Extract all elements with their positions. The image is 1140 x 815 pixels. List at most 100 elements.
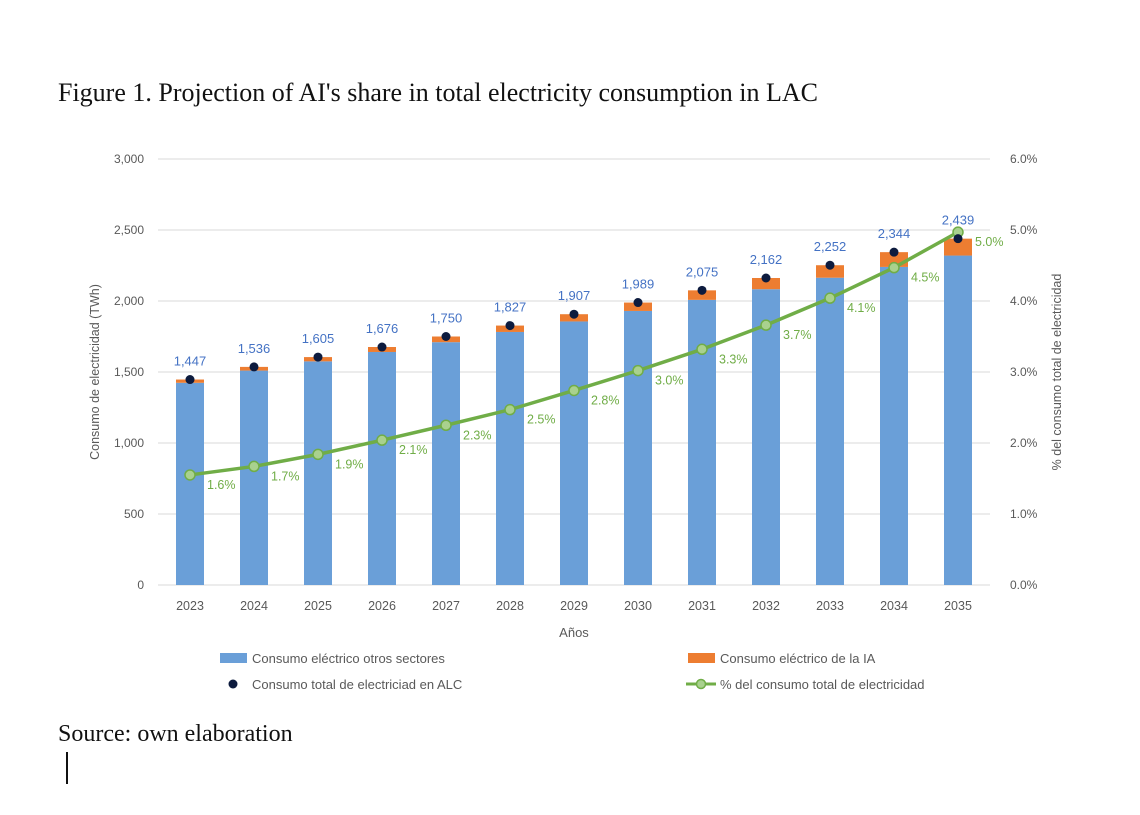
total-value-label: 1,827 bbox=[494, 300, 527, 315]
bar-other-sectors bbox=[816, 277, 844, 585]
total-marker bbox=[185, 375, 195, 385]
y2-tick-label: 5.0% bbox=[1010, 223, 1038, 237]
y-tick-label: 2,000 bbox=[114, 294, 144, 308]
total-marker bbox=[633, 298, 643, 308]
total-marker bbox=[953, 234, 963, 244]
y2-tick-label: 2.0% bbox=[1010, 436, 1038, 450]
x-tick-label: 2024 bbox=[240, 599, 268, 613]
share-point bbox=[376, 434, 388, 446]
share-label: 4.5% bbox=[911, 271, 940, 285]
share-point bbox=[184, 469, 196, 481]
share-line-layer bbox=[184, 226, 964, 481]
total-value-label: 1,536 bbox=[238, 341, 271, 356]
y2-tick-label: 4.0% bbox=[1010, 294, 1038, 308]
bar-other-sectors bbox=[880, 266, 908, 585]
legend: Consumo eléctrico otros sectores Consumo … bbox=[220, 651, 925, 692]
total-value-label: 1,447 bbox=[174, 354, 207, 369]
total-marker bbox=[697, 285, 707, 295]
legend-swatch-other-sectors bbox=[220, 653, 247, 663]
legend-label-share: % del consumo total de electricidad bbox=[720, 677, 925, 692]
x-tick-label: 2030 bbox=[624, 599, 652, 613]
bar-ai bbox=[688, 290, 716, 300]
share-point bbox=[824, 292, 836, 304]
total-marker bbox=[569, 309, 579, 319]
share-label: 2.5% bbox=[527, 413, 556, 427]
legend-marker-share bbox=[695, 678, 707, 690]
source-note: Source: own elaboration bbox=[58, 721, 293, 747]
bar-other-sectors bbox=[624, 310, 652, 585]
total-value-label: 1,676 bbox=[366, 321, 399, 336]
total-marker bbox=[505, 321, 515, 331]
share-point bbox=[696, 343, 708, 356]
bar-other-sectors bbox=[432, 342, 460, 585]
chart: 1,447 1,536 1,605 1,676 1,750 1,827 1,907 1,989… bbox=[88, 152, 1064, 692]
share-label: 1.7% bbox=[271, 469, 300, 483]
x-tick-label: 2033 bbox=[816, 599, 844, 613]
bar-ai bbox=[752, 277, 780, 290]
legend-label-ai: Consumo eléctrico de la IA bbox=[720, 651, 876, 666]
bar-other-sectors bbox=[240, 370, 268, 585]
share-label: 2.1% bbox=[399, 443, 428, 457]
share-label: 4.1% bbox=[847, 301, 876, 315]
total-value-label: 1,750 bbox=[430, 311, 463, 326]
x-tick-label: 2028 bbox=[496, 599, 524, 613]
bar-other-sectors bbox=[560, 321, 588, 585]
y2-tick-label: 0.0% bbox=[1010, 578, 1038, 592]
bar-other-sectors bbox=[496, 331, 524, 585]
y-tick-label: 1,500 bbox=[114, 365, 144, 379]
bar-other-sectors bbox=[368, 351, 396, 585]
total-marker bbox=[889, 247, 899, 257]
total-marker bbox=[761, 273, 771, 283]
x-tick-label: 2034 bbox=[880, 599, 908, 613]
share-point bbox=[504, 403, 516, 416]
bar-other-sectors bbox=[176, 382, 204, 585]
total-value-label: 1,907 bbox=[558, 288, 591, 303]
data-labels: 1,447 1,536 1,605 1,676 1,750 1,827 1,907 1,989… bbox=[174, 213, 1004, 492]
bars bbox=[176, 238, 972, 585]
y-tick-label: 1,000 bbox=[114, 436, 144, 450]
bar-other-sectors bbox=[304, 361, 332, 585]
share-label: 1.6% bbox=[207, 478, 236, 492]
total-marker bbox=[825, 260, 835, 270]
share-point bbox=[632, 364, 644, 377]
x-tick-label: 2035 bbox=[944, 599, 972, 613]
x-tick-label: 2031 bbox=[688, 599, 716, 613]
x-axis-title: Años bbox=[559, 625, 589, 640]
total-marker bbox=[249, 362, 259, 372]
share-label: 2.3% bbox=[463, 428, 492, 442]
share-point bbox=[568, 384, 580, 397]
bar-other-sectors bbox=[752, 289, 780, 585]
legend-swatch-ai bbox=[688, 653, 715, 663]
y2-tick-label: 3.0% bbox=[1010, 365, 1038, 379]
text-cursor bbox=[66, 752, 68, 784]
total-value-label: 1,989 bbox=[622, 277, 655, 292]
share-point bbox=[440, 419, 452, 431]
y-tick-label: 2,500 bbox=[114, 223, 144, 237]
y-axis-title: Consumo de electricidad (TWh) bbox=[88, 284, 102, 460]
legend-label-total: Consumo total de electriciad en ALC bbox=[252, 677, 462, 692]
figure-title: Figure 1. Projection of AI's share in to… bbox=[58, 78, 818, 107]
total-value-label: 2,075 bbox=[686, 264, 719, 279]
total-value-label: 2,162 bbox=[750, 252, 783, 267]
x-tick-label: 2027 bbox=[432, 599, 460, 613]
total-value-label: 2,439 bbox=[942, 213, 975, 228]
x-tick-label: 2029 bbox=[560, 599, 588, 613]
share-label: 3.0% bbox=[655, 374, 684, 388]
share-point bbox=[888, 261, 900, 274]
y-tick-label: 0 bbox=[137, 578, 144, 592]
total-marker bbox=[377, 342, 387, 352]
x-tick-label: 2025 bbox=[304, 599, 332, 613]
bar-other-sectors bbox=[944, 255, 972, 585]
bar-other-sectors bbox=[688, 299, 716, 585]
x-tick-label: 2032 bbox=[752, 599, 780, 613]
share-label: 1.9% bbox=[335, 457, 364, 471]
legend-marker-total bbox=[228, 679, 238, 689]
share-label: 2.8% bbox=[591, 393, 620, 407]
bar-ai bbox=[944, 238, 972, 256]
y2-tick-label: 1.0% bbox=[1010, 507, 1038, 521]
share-label: 3.7% bbox=[783, 328, 812, 342]
bar-ai bbox=[816, 265, 844, 278]
y2-axis-title: % del consumo total de electricidad bbox=[1050, 274, 1064, 471]
y-tick-label: 500 bbox=[124, 507, 144, 521]
y2-tick-label: 6.0% bbox=[1010, 152, 1038, 166]
